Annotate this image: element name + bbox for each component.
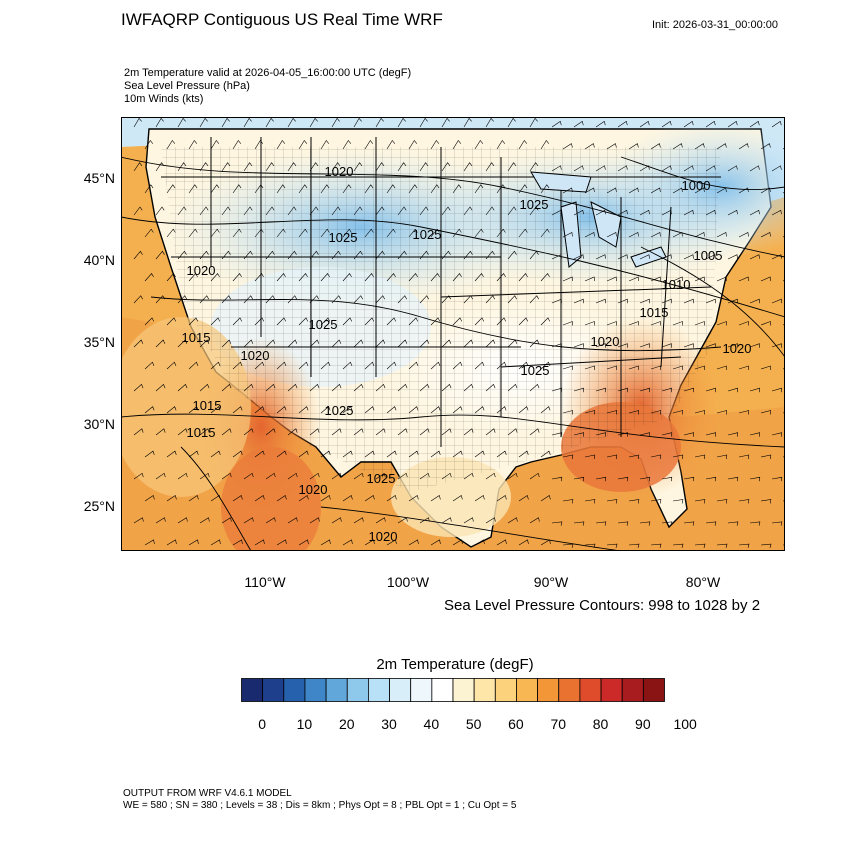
lon-label-110: 110°W: [244, 574, 286, 590]
colorbar-swatch: [325, 678, 348, 702]
isobar-label: 1020: [369, 529, 398, 544]
colorbar-swatch: [642, 678, 665, 702]
isobar-label: 1000: [682, 178, 711, 193]
colorbar-tick-label: 100: [673, 716, 697, 732]
colorbar-swatch: [241, 678, 264, 702]
isobar-label: 1025: [413, 227, 442, 242]
isobar-label: 1025: [520, 197, 549, 212]
lat-label-45: 45°N: [83, 170, 115, 186]
colorbar-swatch: [516, 678, 539, 702]
footer-config: WE = 580 ; SN = 380 ; Levels = 38 ; Dis …: [123, 800, 517, 811]
colorbar-swatch: [558, 678, 581, 702]
colorbar-swatch: [283, 678, 306, 702]
isobar-label: 1020: [241, 348, 270, 363]
field-pressure-label: Sea Level Pressure (hPa): [124, 80, 250, 92]
lat-label-30: 30°N: [83, 416, 115, 432]
init-time: Init: 2026-03-31_00:00:00: [652, 19, 778, 31]
colorbar-swatch: [537, 678, 560, 702]
colorbar-swatch: [452, 678, 475, 702]
contour-note: Sea Level Pressure Contours: 998 to 1028…: [444, 597, 761, 614]
page-title: IWFAQRP Contiguous US Real Time WRF: [121, 10, 443, 29]
isobar-label: 1020: [723, 341, 752, 356]
lon-label-100: 100°W: [386, 574, 430, 590]
lat-label-35: 35°N: [83, 334, 115, 350]
colorbar-swatch: [410, 678, 433, 702]
isobar-label: 1015: [193, 398, 222, 413]
lon-label-90: 90°W: [533, 574, 569, 590]
colorbar-swatch: [600, 678, 623, 702]
isobar-label: 1025: [325, 403, 354, 418]
isobar-label: 1025: [309, 317, 338, 332]
colorbar-tick-label: 70: [550, 716, 567, 732]
colorbar-swatch: [473, 678, 496, 702]
colorbar-swatch: [346, 678, 369, 702]
isobar-label: 1015: [640, 305, 669, 320]
isobar-label: 1025: [329, 230, 358, 245]
lat-label-25: 25°N: [83, 498, 115, 514]
lat-label-40: 40°N: [83, 252, 115, 268]
colorbar-swatch: [494, 678, 517, 702]
colorbar-tick-label: 50: [465, 716, 482, 732]
colorbar: [241, 678, 665, 702]
isobar-label: 1010: [662, 277, 691, 292]
isobar-label: 1025: [367, 471, 396, 486]
colorbar-swatch: [621, 678, 644, 702]
lon-label-80: 80°W: [685, 574, 721, 590]
colorbar-tick-label: 20: [338, 716, 355, 732]
colorbar-swatch: [431, 678, 454, 702]
isobar-label: 1020: [325, 164, 354, 179]
footer-model: OUTPUT FROM WRF V4.6.1 MODEL: [123, 788, 292, 799]
colorbar-swatch: [262, 678, 285, 702]
wind-barbs: [133, 117, 785, 548]
isobar-label: 1015: [182, 330, 211, 345]
wind-barb-set: [133, 117, 785, 548]
colorbar-tick-label: 10: [296, 716, 313, 732]
weather-map: 1020 1025 1025 1025 1000 1005 1010 1015 …: [121, 117, 785, 551]
colorbar-tick-label: 60: [508, 716, 524, 732]
colorbar-swatch: [304, 678, 327, 702]
isobar-label: 1025: [521, 363, 550, 378]
isobar-label: 1020: [591, 334, 620, 349]
colorbar-swatch: [368, 678, 390, 702]
colorbar-title: 2m Temperature (degF): [376, 656, 534, 673]
colorbar-tick-label: 80: [592, 716, 609, 732]
field-temperature-label: 2m Temperature valid at 2026-04-05_16:00…: [124, 67, 412, 79]
colorbar-tick-label: 90: [635, 716, 651, 732]
colorbar-tick-label: 40: [423, 716, 440, 732]
isobar-label: 1015: [187, 425, 216, 440]
colorbar-tick-label: 0: [258, 716, 267, 732]
isobar-label: 1005: [694, 248, 723, 263]
isobar-label: 1020: [187, 263, 216, 278]
colorbar-tick-label: 30: [381, 716, 397, 732]
isobar-label: 1020: [299, 482, 328, 497]
colorbar-swatch: [389, 678, 412, 702]
field-winds-label: 10m Winds (kts): [124, 93, 204, 105]
colorbar-swatch: [579, 678, 602, 702]
